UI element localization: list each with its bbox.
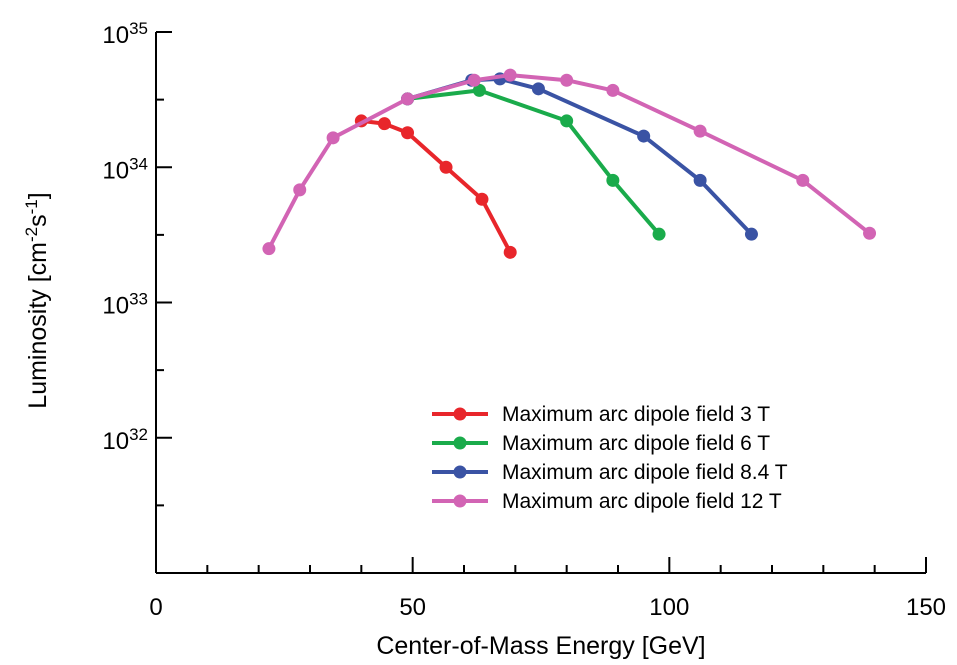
y-axis-title: Luminosity [cm-2s-1] xyxy=(22,192,53,408)
y-tick-exponent: 35 xyxy=(129,19,148,38)
legend-label: Maximum arc dipole field 8.4 T xyxy=(502,461,788,484)
y-tick-exponent: 34 xyxy=(129,154,148,173)
legend-item: Maximum arc dipole field 3 T xyxy=(432,403,770,426)
data-point xyxy=(475,192,489,206)
series-4 xyxy=(262,68,877,256)
data-point xyxy=(262,242,276,256)
legend-label: Maximum arc dipole field 3 T xyxy=(502,403,770,426)
y-tick-label: 1035 xyxy=(102,19,148,50)
data-point xyxy=(744,227,758,241)
data-point xyxy=(401,126,415,140)
data-point xyxy=(503,245,517,259)
y-tick-exponent: 32 xyxy=(129,424,148,443)
y-axis-title-exp1: -2 xyxy=(22,227,41,242)
data-point xyxy=(560,73,574,87)
x-tick-label: 150 xyxy=(906,594,946,621)
data-point xyxy=(796,173,810,187)
legend-item: Maximum arc dipole field 8.4 T xyxy=(432,461,788,484)
series-line xyxy=(405,76,754,237)
data-point xyxy=(693,173,707,187)
data-point xyxy=(293,183,307,197)
y-tick-label: 1034 xyxy=(102,154,148,185)
legend-item: Maximum arc dipole field 6 T xyxy=(432,432,770,455)
data-point xyxy=(693,124,707,138)
y-tick-base: 10 xyxy=(102,157,129,184)
y-tick-base: 10 xyxy=(102,293,129,320)
x-tick-label: 0 xyxy=(149,594,162,621)
data-point xyxy=(377,117,391,131)
data-point xyxy=(863,226,877,240)
y-tick-label: 1033 xyxy=(102,289,148,320)
data-point xyxy=(439,160,453,174)
data-point xyxy=(606,83,620,97)
series-1 xyxy=(354,114,517,259)
data-point xyxy=(326,131,340,145)
y-axis-title-exp2: -1 xyxy=(22,199,41,214)
series-group xyxy=(262,68,877,259)
x-tick-label: 50 xyxy=(399,594,426,621)
data-point xyxy=(503,68,517,82)
legend-marker xyxy=(453,407,467,421)
series-line xyxy=(359,118,513,255)
y-axis-title-main: Luminosity [cm xyxy=(24,242,52,409)
y-axis-title-s: s xyxy=(24,214,52,227)
y-tick-base: 10 xyxy=(102,22,129,49)
legend-label: Maximum arc dipole field 12 T xyxy=(502,490,782,513)
series-3 xyxy=(401,72,758,241)
legend-marker xyxy=(453,465,467,479)
y-axis-title-close: ] xyxy=(24,192,52,199)
data-point xyxy=(531,82,545,96)
data-point xyxy=(467,73,481,87)
legend-marker xyxy=(453,494,467,508)
legend: Maximum arc dipole field 3 T Maximum arc … xyxy=(432,403,788,513)
x-tick-label: 100 xyxy=(649,594,689,621)
data-point xyxy=(606,173,620,187)
data-point xyxy=(472,83,486,97)
x-axis-title: Center-of-Mass Energy [GeV] xyxy=(376,632,705,660)
y-tick-label: 1032 xyxy=(102,424,148,455)
data-point xyxy=(401,92,415,106)
data-point xyxy=(652,227,666,241)
data-point xyxy=(637,129,651,143)
legend-item: Maximum arc dipole field 12 T xyxy=(432,490,782,513)
y-tick-exponent: 33 xyxy=(129,289,148,308)
legend-marker xyxy=(453,436,467,450)
y-tick-base: 10 xyxy=(102,428,129,455)
data-point xyxy=(560,114,574,128)
legend-label: Maximum arc dipole field 6 T xyxy=(502,432,770,455)
